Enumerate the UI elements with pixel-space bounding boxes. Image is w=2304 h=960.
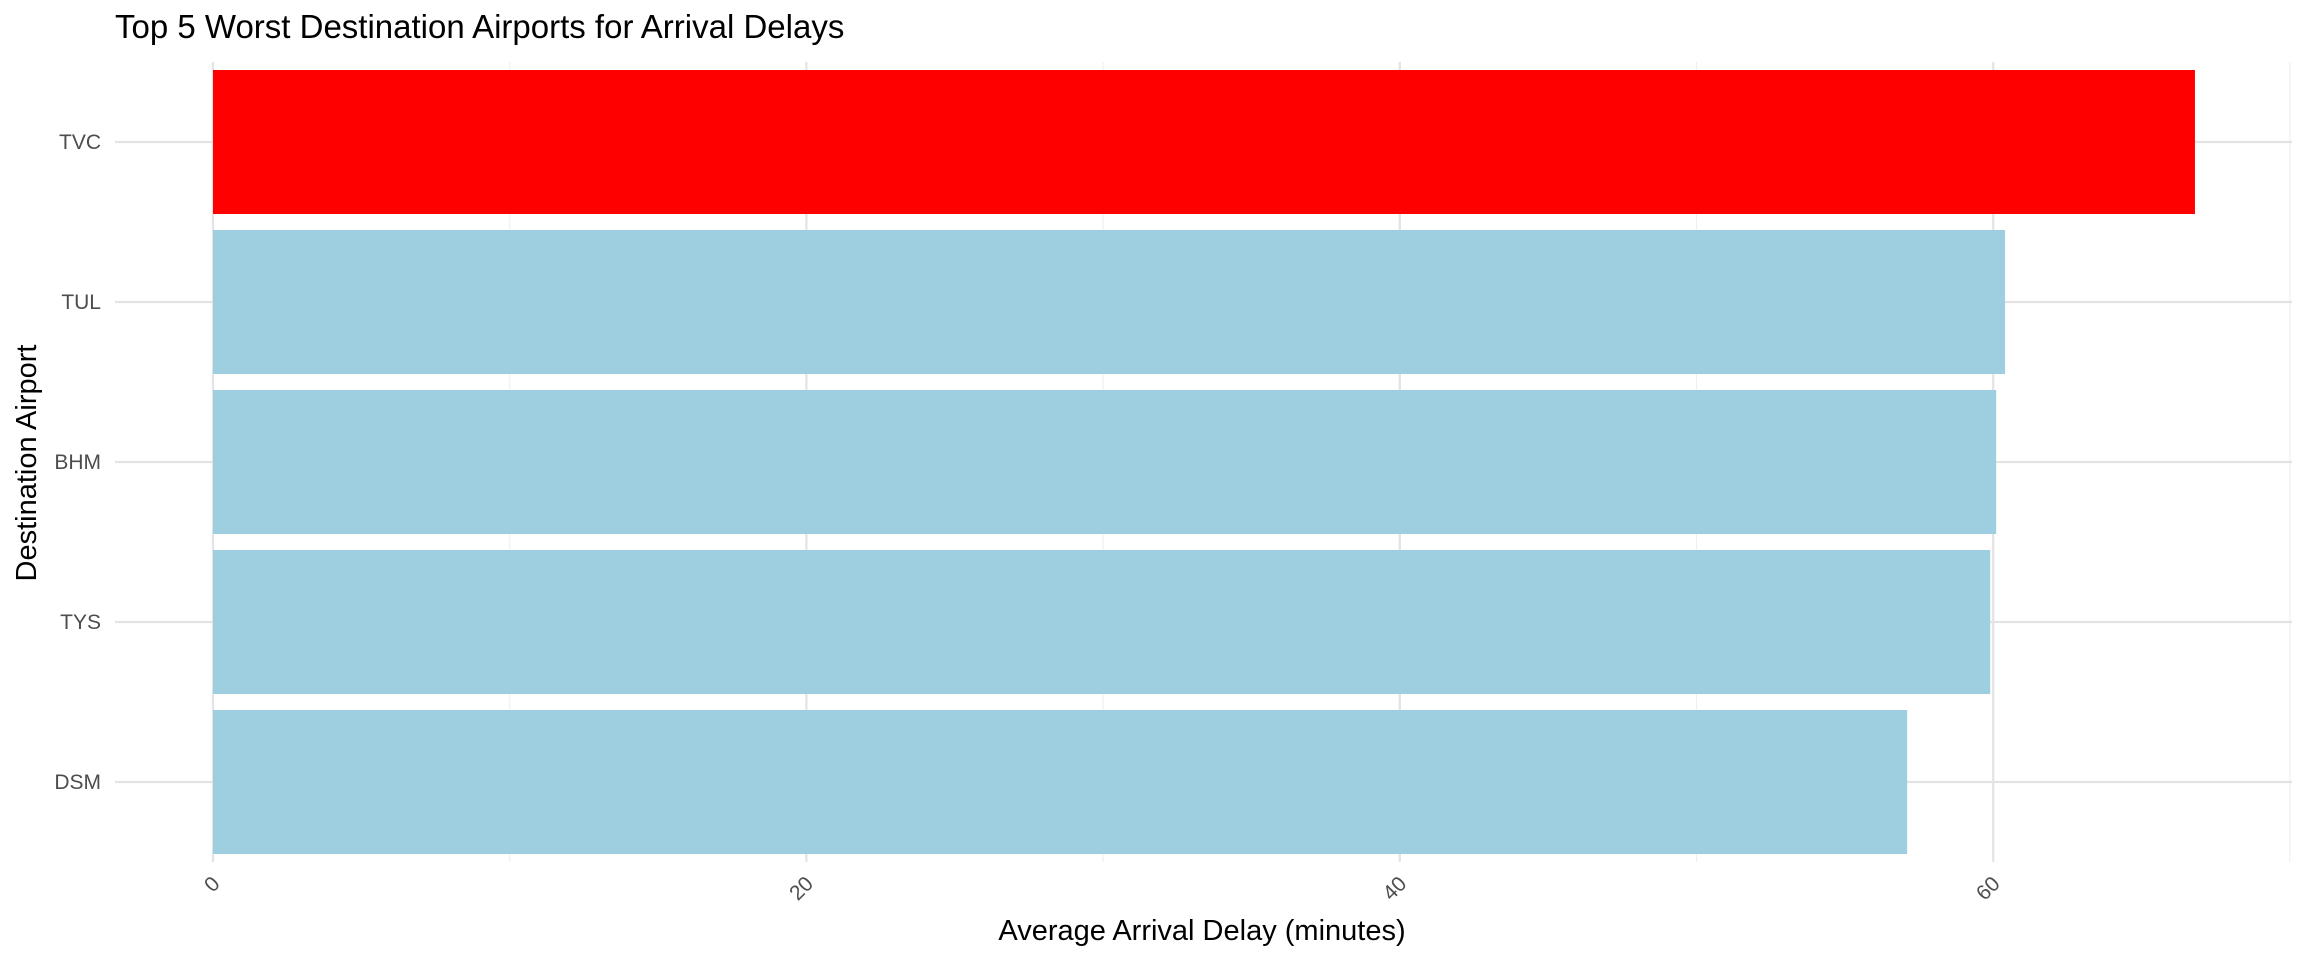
bar-bhm [213, 390, 1997, 534]
x-tick-labels: 0 20 40 60 [200, 872, 2005, 905]
y-tick-label: TYS [60, 611, 101, 634]
bar-dsm [213, 710, 1908, 854]
x-axis-title: Average Arrival Delay (minutes) [998, 915, 1405, 947]
bars [213, 70, 2195, 854]
y-tick-label: DSM [54, 771, 101, 794]
y-tick-labels: TVC TUL BHM TYS DSM [54, 131, 101, 794]
y-axis-title: Destination Airport [11, 345, 43, 582]
x-tick-label: 0 [200, 872, 225, 897]
bar-tul [213, 230, 2006, 374]
bar-tvc [213, 70, 2195, 214]
y-tick-label: BHM [54, 451, 101, 474]
x-tick-label: 40 [1379, 872, 1412, 905]
y-tick-label: TUL [61, 291, 101, 314]
bar-tys [213, 550, 1991, 694]
x-tick-label: 20 [785, 872, 818, 905]
y-tick-label: TVC [59, 131, 101, 154]
x-tick-label: 60 [1972, 872, 2005, 905]
chart-title: Top 5 Worst Destination Airports for Arr… [115, 8, 844, 45]
